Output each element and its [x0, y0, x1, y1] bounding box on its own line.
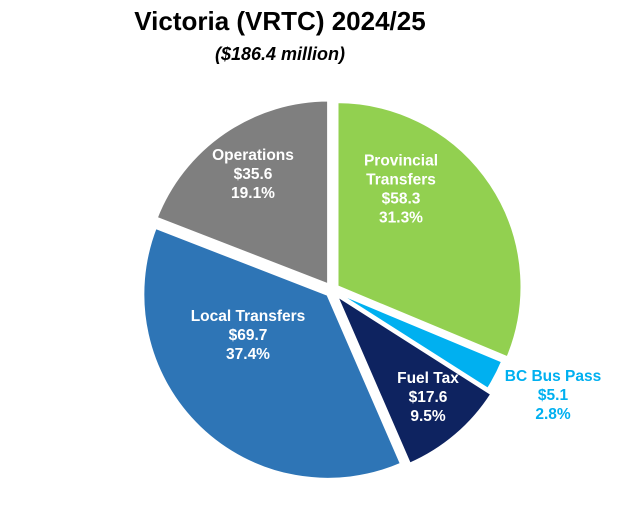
- data-label-provincial-transfers-percent: 31.3%: [379, 210, 423, 227]
- chart-title: Victoria (VRTC) 2024/25: [134, 6, 426, 36]
- data-label-fuel-tax-name: Fuel Tax: [397, 370, 459, 387]
- pie-slice-provincial-transfers: [335, 100, 524, 360]
- pie-slice-local-transfers: [141, 225, 404, 481]
- pie-slice-fuel-tax: [332, 290, 494, 467]
- data-label-local-transfers-percent: 37.4%: [226, 346, 270, 363]
- data-label-bc-bus-pass-name: BC Bus Pass: [505, 368, 601, 385]
- data-label-operations-name: Operations: [212, 147, 294, 164]
- data-label-provincial-transfers-name: Provincial: [364, 153, 438, 170]
- data-label-operations-percent: 19.1%: [231, 185, 275, 202]
- data-label-operations-value: $35.6: [234, 166, 273, 183]
- pie-slice-bc-bus-pass: [331, 288, 505, 392]
- data-label-fuel-tax-percent: 9.5%: [410, 408, 446, 425]
- chart-subtitle: ($186.4 million): [214, 44, 346, 64]
- data-label-fuel-tax-value: $17.6: [409, 389, 448, 406]
- data-label-local-transfers-value: $69.7: [229, 327, 268, 344]
- data-label-bc-bus-pass-value: $5.1: [538, 387, 569, 404]
- data-label-bc-bus-pass-percent: 2.8%: [535, 406, 571, 423]
- data-label-provincial-transfers-value: $58.3: [382, 191, 421, 208]
- data-label-provincial-transfers-name: Transfers: [366, 172, 436, 189]
- data-label-local-transfers-name: Local Transfers: [191, 308, 306, 325]
- pie-slice-operations: [154, 98, 331, 288]
